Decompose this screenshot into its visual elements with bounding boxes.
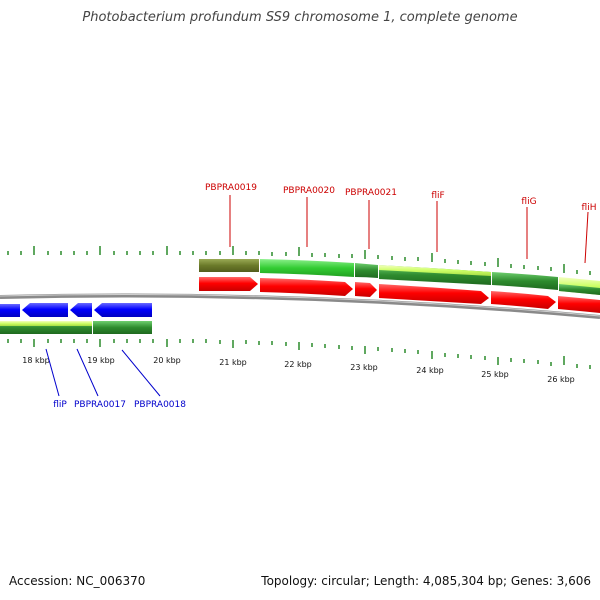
gene-label-flih[interactable]: fliH (582, 203, 597, 213)
accession-info: Accession: NC_006370 (9, 574, 145, 588)
reverse-label-leaders (45, 348, 161, 397)
ruler-label-19kbp: 19 kbp (87, 356, 115, 365)
accession-label: Accession: (9, 574, 73, 588)
gene-label-pbpra0017[interactable]: PBPRA0017 (74, 400, 126, 410)
cds-arrow-pbpra0017[interactable] (70, 303, 92, 317)
ruler-label-24kbp: 24 kbp (416, 366, 444, 375)
cds-arrow-pbpra0020[interactable] (260, 278, 353, 296)
forward-cds-track (199, 277, 600, 313)
cds-arrow-pbpra0019[interactable] (199, 277, 258, 291)
separator: ; (365, 574, 370, 588)
inner-tick-row (7, 339, 591, 369)
cds-arrow-flig[interactable] (491, 291, 556, 309)
cds-arrow-flip[interactable] (22, 303, 68, 317)
chromosome-backbone-highlight (0, 294, 600, 317)
gene-label-pbpra0018[interactable]: PBPRA0018 (134, 400, 186, 410)
reverse-gene-track (0, 321, 152, 334)
cds-arrow-flih[interactable] (558, 296, 600, 313)
length-label: Length: (373, 574, 420, 588)
separator: ; (502, 574, 508, 588)
topology-label: Topology: (261, 574, 318, 588)
forward-label-leaders (229, 195, 589, 264)
genes-label: Genes: (510, 574, 553, 588)
ruler-label-25kbp: 25 kbp (481, 370, 509, 379)
gene-band-pbpra0018[interactable] (93, 321, 152, 334)
gene-label-pbpra0021[interactable]: PBPRA0021 (345, 188, 397, 198)
cds-arrow-pbpra0021[interactable] (355, 282, 377, 297)
gene-band-pbpra0021[interactable] (355, 263, 378, 278)
gene-band-flig[interactable] (492, 272, 558, 290)
gene-label-pbpra0019[interactable]: PBPRA0019 (205, 183, 257, 193)
gene-label-flif[interactable]: fliF (431, 191, 444, 201)
ruler-label-18kbp: 18 kbp (22, 356, 50, 365)
outer-tick-row (7, 246, 591, 275)
gene-band-pbpra0020[interactable] (260, 259, 354, 277)
gene-label-pbpra0020[interactable]: PBPRA0020 (283, 186, 335, 196)
reverse-gene-labels: fliP PBPRA0017 PBPRA0018 (53, 400, 186, 410)
forward-gene-track (199, 259, 600, 295)
cds-arrow-rev-1[interactable] (0, 304, 20, 317)
ruler-labels: 18 kbp 19 kbp 20 kbp 21 kbp 22 kbp 23 kb… (22, 356, 575, 384)
gene-band-rev-1-overlay (0, 321, 92, 326)
chromosome-backbone (0, 293, 600, 319)
gene-band-flif-overlay (379, 265, 491, 276)
ruler-label-23kbp: 23 kbp (350, 363, 378, 372)
cds-arrow-flif[interactable] (379, 284, 489, 304)
gene-label-flip[interactable]: fliP (53, 400, 67, 410)
ruler-label-22kbp: 22 kbp (284, 360, 312, 369)
cds-arrow-pbpra0018[interactable] (94, 303, 152, 317)
gene-label-flig[interactable]: fliG (521, 197, 536, 207)
ruler-label-20kbp: 20 kbp (153, 356, 181, 365)
length-value: 4,085,304 bp (422, 574, 503, 588)
genes-value: 3,606 (556, 574, 591, 588)
genome-stats: Topology: circular; Length: 4,085,304 bp… (261, 574, 591, 588)
ruler-label-26kbp: 26 kbp (547, 375, 575, 384)
ruler-label-21kbp: 21 kbp (219, 358, 247, 367)
topology-value: circular (321, 574, 366, 588)
gene-band-flih-lower (559, 284, 600, 295)
map-title: Photobacterium profundum SS9 chromosome … (82, 10, 518, 25)
forward-gene-labels: PBPRA0019 PBPRA0020 PBPRA0021 fliF fliG … (205, 183, 596, 213)
gene-band-pbpra0019[interactable] (199, 259, 259, 272)
reverse-cds-track (0, 303, 152, 317)
accession-value: NC_006370 (76, 574, 146, 588)
